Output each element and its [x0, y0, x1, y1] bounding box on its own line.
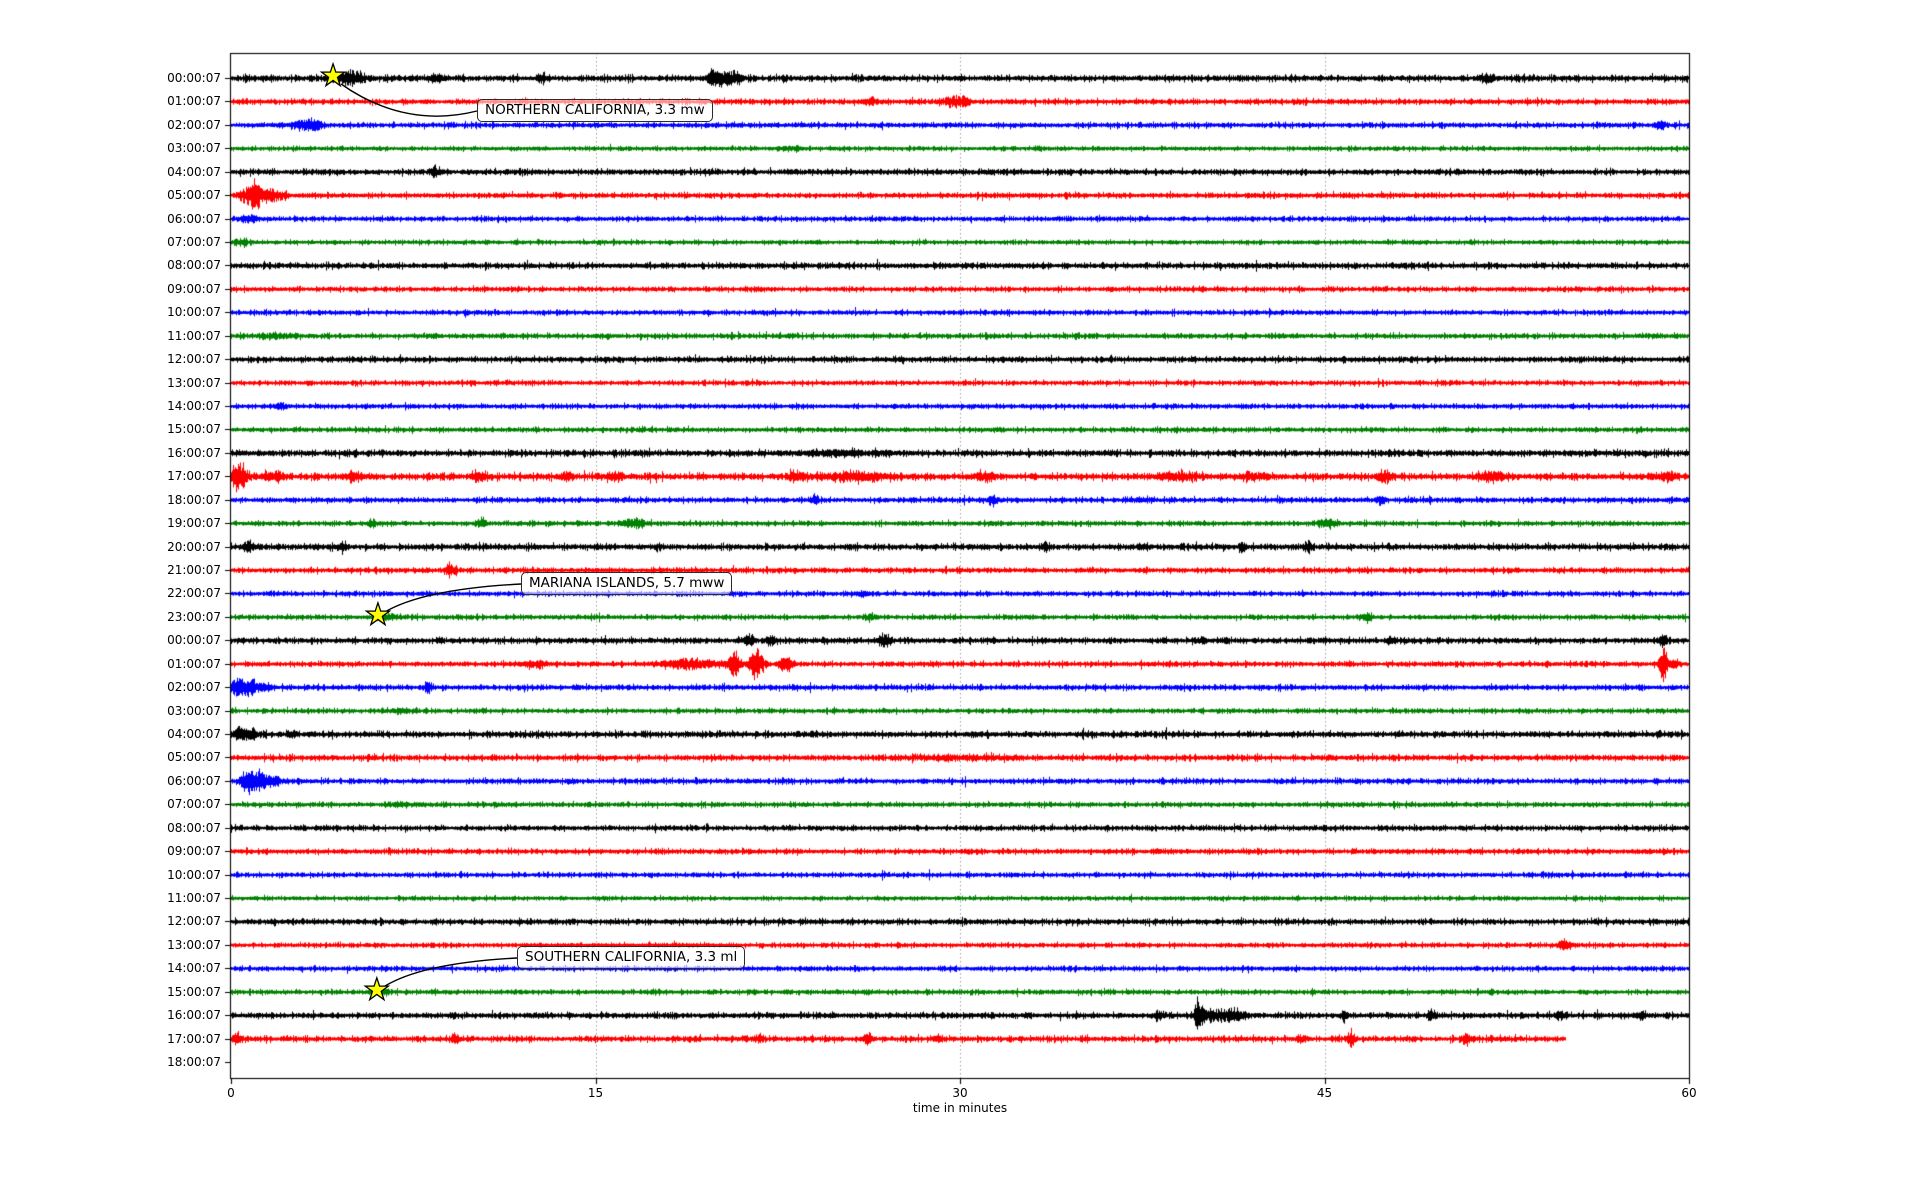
y-tick-label: 20:00:07 [167, 539, 221, 554]
event-star-icon: ★ [319, 58, 347, 94]
y-tick-label: 06:00:07 [167, 773, 221, 788]
y-tick-label: 14:00:07 [167, 961, 221, 976]
y-tick-label: 13:00:07 [167, 937, 221, 952]
y-tick-label: 16:00:07 [167, 445, 221, 460]
y-tick-label: 09:00:07 [167, 281, 221, 296]
y-tick-label: 03:00:07 [167, 703, 221, 718]
y-tick-label: 19:00:07 [167, 516, 221, 531]
y-tick-label: 09:00:07 [167, 844, 221, 859]
event-star-icon: ★ [364, 597, 392, 633]
y-tick-label: 06:00:07 [167, 211, 221, 226]
x-tick-label: 15 [587, 1086, 604, 1100]
y-tick-label: 17:00:07 [167, 1031, 221, 1046]
y-tick-label: 10:00:07 [167, 867, 221, 882]
y-tick-label: 05:00:07 [167, 750, 221, 765]
y-tick-label: 03:00:07 [167, 141, 221, 156]
y-tick-label: 15:00:07 [167, 422, 221, 437]
y-tick-label: 14:00:07 [167, 399, 221, 414]
y-tick-label: 13:00:07 [167, 375, 221, 390]
y-tick-label: 08:00:07 [167, 820, 221, 835]
y-tick-label: 00:00:07 [167, 71, 221, 85]
y-tick-label: 05:00:07 [167, 188, 221, 203]
y-tick-label: 07:00:07 [167, 235, 221, 249]
event-annotation-southern-california: SOUTHERN CALIFORNIA, 3.3 ml [517, 946, 746, 969]
y-tick-label: 02:00:07 [167, 117, 221, 132]
y-tick-label: 18:00:07 [167, 1055, 221, 1070]
y-tick-label: 01:00:07 [167, 94, 221, 109]
y-tick-label: 11:00:07 [167, 891, 221, 906]
y-tick-label: 10:00:07 [167, 305, 221, 320]
y-tick-label: 16:00:07 [167, 1008, 221, 1023]
y-tick-label: 04:00:07 [167, 727, 221, 742]
y-tick-label: 08:00:07 [167, 258, 221, 273]
y-tick-label: 21:00:07 [167, 563, 221, 578]
y-tick-label: 02:00:07 [167, 680, 221, 695]
x-tick-label: 60 [1681, 1086, 1697, 1100]
x-tick-label: 30 [952, 1086, 968, 1100]
x-axis-title: time in minutes [912, 1101, 1008, 1115]
y-tick-label: 11:00:07 [167, 328, 221, 343]
event-annotation-northern-california: NORTHERN CALIFORNIA, 3.3 mw [477, 99, 713, 122]
x-tick-label: 0 [227, 1086, 235, 1100]
x-tick-label: 45 [1316, 1086, 1333, 1100]
y-tick-label: 22:00:07 [167, 586, 221, 601]
event-annotation-mariana-islands: MARIANA ISLANDS, 5.7 mww [521, 572, 733, 595]
y-tick-label: 00:00:07 [167, 633, 221, 648]
y-tick-label: 17:00:07 [167, 469, 221, 484]
y-tick-label: 04:00:07 [167, 164, 221, 179]
y-tick-label: 23:00:07 [167, 609, 221, 624]
y-tick-label: 12:00:07 [167, 914, 221, 929]
y-tick-label: 15:00:07 [167, 984, 221, 999]
event-star-icon: ★ [363, 972, 391, 1008]
y-tick-label: 12:00:07 [167, 352, 221, 367]
y-tick-label: 18:00:07 [167, 492, 221, 507]
y-tick-label: 07:00:07 [167, 797, 221, 812]
y-tick-label: 01:00:07 [167, 656, 221, 671]
